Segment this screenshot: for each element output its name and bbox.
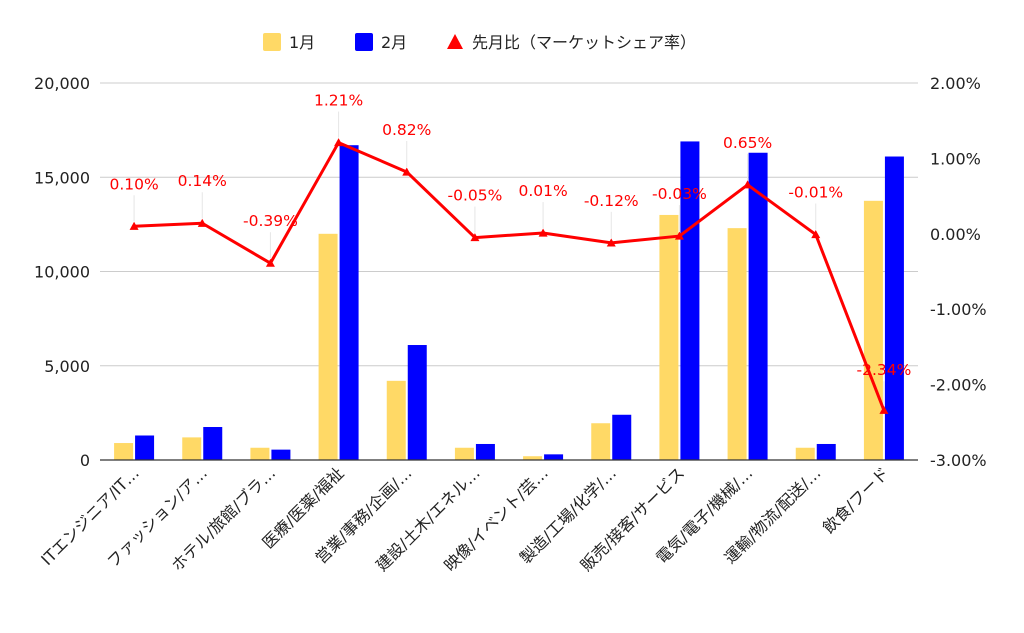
bar-jan: [318, 233, 338, 460]
y-right-tick-label: -2.00%: [930, 376, 987, 395]
legend-swatch: [447, 34, 463, 49]
line-marker: [197, 218, 207, 227]
line-marker: [470, 233, 480, 242]
market-share-line: [134, 141, 886, 411]
line-marker: [674, 231, 684, 240]
bar-jan: [386, 380, 406, 460]
data-label: 0.65%: [723, 134, 772, 152]
bar-feb: [884, 156, 904, 460]
line-marker: [811, 230, 821, 239]
bar-jan: [523, 456, 543, 460]
line-marker: [129, 221, 139, 230]
data-label: 0.14%: [178, 172, 227, 190]
bar-feb: [203, 427, 223, 460]
bar-feb: [680, 141, 700, 460]
bar-feb: [612, 414, 632, 460]
legend-label: 先月比（マーケットシェア率）: [472, 33, 696, 52]
bar-jan: [114, 443, 134, 460]
bar-feb: [135, 435, 155, 460]
legend-swatch: [263, 33, 281, 51]
line-series: 0.10% 0.14% -0.39% 1.21% 0.82% -0.05% 0.01% -0.…: [109, 92, 911, 414]
bar-feb: [475, 443, 495, 460]
y-left-tick-label: 0: [80, 451, 90, 470]
bar-feb: [339, 145, 359, 460]
bar-feb: [407, 345, 427, 460]
bar-feb: [748, 152, 768, 460]
y-right-tick-label: 0.00%: [930, 225, 981, 244]
bar-feb: [271, 449, 291, 460]
y-left-tick-label: 15,000: [34, 168, 90, 187]
data-label: -0.01%: [788, 184, 843, 202]
data-label: -0.05%: [447, 187, 502, 205]
line-marker: [402, 167, 412, 176]
y-right-tick-label: 1.00%: [930, 149, 981, 168]
line-marker: [606, 238, 616, 247]
bar-jan: [454, 447, 474, 460]
data-label: 0.01%: [518, 182, 567, 200]
axes: 0 5,000 10,000 15,000 20,000 -3.00% -2.00% -1.0…: [34, 74, 987, 575]
line-marker: [334, 138, 344, 147]
bar-jan: [795, 447, 815, 460]
bar-jan: [727, 228, 747, 460]
legend-label: 1月: [289, 33, 315, 52]
gridlines: [100, 82, 918, 367]
bar-jan: [591, 423, 611, 460]
data-label: -0.12%: [584, 192, 639, 210]
data-label: -2.34%: [856, 361, 911, 379]
bar-jan: [863, 200, 883, 460]
line-marker: [265, 258, 275, 267]
y-right-tick-label: -3.00%: [930, 451, 987, 470]
bar-feb: [544, 454, 564, 460]
data-label: 1.21%: [314, 92, 363, 110]
data-label: -0.39%: [243, 212, 298, 230]
legend-label: 2月: [381, 33, 407, 52]
legend: 1月 2月 先月比（マーケットシェア率）: [263, 33, 696, 52]
bar-jan: [659, 214, 679, 460]
y-left-tick-label: 20,000: [34, 74, 90, 93]
bar-series: [114, 141, 904, 460]
line-marker: [743, 180, 753, 189]
data-label: -0.03%: [652, 185, 707, 203]
bar-feb: [816, 443, 836, 460]
y-left-tick-label: 10,000: [34, 263, 90, 282]
line-marker: [538, 228, 548, 237]
data-label: 0.10%: [109, 175, 158, 193]
legend-swatch: [355, 33, 373, 51]
data-label: 0.82%: [382, 121, 431, 139]
x-category-label: 飲食/フード: [819, 463, 893, 537]
bar-jan: [250, 447, 270, 460]
y-right-tick-label: 2.00%: [930, 74, 981, 93]
bar-jan: [182, 437, 202, 460]
y-left-tick-label: 5,000: [44, 357, 90, 376]
y-right-tick-label: -1.00%: [930, 300, 987, 319]
line-marker: [879, 405, 889, 414]
